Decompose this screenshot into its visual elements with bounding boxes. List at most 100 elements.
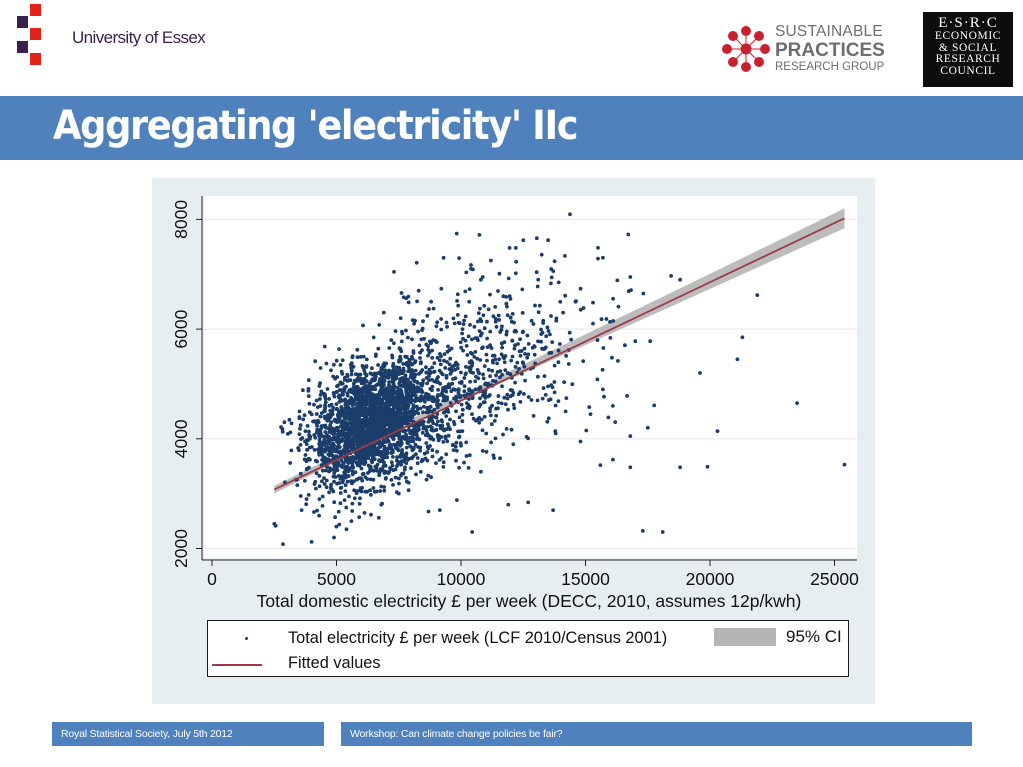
data-point — [399, 441, 404, 446]
data-point — [369, 512, 373, 517]
data-point — [390, 401, 395, 406]
title-bar: Aggregating 'electricity' IIc — [0, 96, 1023, 160]
data-point — [372, 434, 377, 439]
data-point — [324, 485, 329, 490]
data-point — [382, 488, 387, 493]
data-point — [456, 429, 460, 434]
data-point — [315, 508, 319, 513]
data-point — [558, 342, 562, 346]
data-point — [332, 418, 337, 423]
data-point — [397, 382, 402, 387]
data-point — [418, 448, 422, 453]
data-point — [324, 446, 329, 450]
data-point — [467, 365, 471, 370]
data-point — [540, 396, 545, 401]
data-point — [339, 405, 344, 409]
data-point — [464, 270, 469, 275]
data-point — [427, 409, 432, 413]
data-point — [588, 412, 593, 416]
x-tick-label: 10000 — [437, 569, 486, 589]
data-point — [628, 434, 633, 438]
data-point — [400, 329, 404, 334]
data-point — [383, 370, 388, 374]
data-point — [418, 406, 423, 411]
data-point — [481, 376, 486, 381]
data-point — [357, 515, 362, 519]
data-point — [414, 396, 418, 401]
data-point — [346, 469, 350, 474]
data-point — [549, 383, 554, 387]
data-point — [304, 497, 309, 501]
data-point — [329, 368, 333, 373]
data-point — [532, 352, 537, 357]
data-point — [367, 395, 372, 400]
legend-item-fitted: Fitted values — [208, 653, 848, 675]
data-point — [496, 400, 501, 405]
data-point — [520, 311, 525, 315]
data-point — [288, 430, 293, 435]
data-point — [337, 522, 342, 527]
data-point — [441, 465, 446, 469]
data-point — [340, 372, 345, 376]
data-point — [400, 396, 405, 401]
data-point — [441, 394, 446, 398]
data-point — [314, 430, 319, 435]
data-point — [359, 489, 364, 494]
data-point — [461, 336, 465, 341]
data-point — [591, 300, 595, 305]
data-point — [352, 431, 357, 435]
data-point — [361, 440, 366, 445]
data-point — [461, 322, 466, 326]
data-point — [426, 446, 431, 451]
data-point — [349, 369, 354, 373]
data-point — [393, 467, 398, 472]
data-point — [494, 373, 498, 378]
data-point — [361, 431, 365, 436]
data-point — [415, 461, 420, 466]
data-point — [403, 465, 407, 470]
data-point — [340, 408, 345, 413]
data-point — [426, 509, 431, 514]
data-point — [465, 353, 470, 357]
data-point — [364, 373, 369, 378]
data-point — [429, 299, 433, 304]
data-point — [596, 246, 600, 250]
data-point — [511, 442, 516, 447]
data-point — [345, 479, 350, 484]
data-point — [334, 358, 339, 363]
data-point — [404, 475, 408, 480]
data-point — [330, 487, 334, 492]
data-point — [545, 325, 550, 330]
data-point — [350, 501, 355, 506]
data-point — [520, 330, 525, 335]
data-point — [305, 447, 309, 452]
data-point — [373, 354, 378, 358]
data-point — [578, 439, 583, 444]
data-point — [399, 462, 403, 467]
data-point — [535, 284, 540, 289]
data-point — [454, 440, 459, 445]
data-point — [321, 434, 326, 439]
data-point — [386, 375, 391, 380]
data-point — [705, 464, 710, 469]
data-point — [430, 454, 435, 459]
data-point — [652, 403, 657, 408]
data-point — [388, 385, 393, 389]
data-point — [343, 483, 348, 488]
data-point — [375, 432, 380, 436]
data-point — [406, 335, 410, 340]
data-point — [354, 413, 359, 418]
data-point — [421, 426, 426, 431]
data-point — [493, 436, 498, 441]
data-point — [444, 384, 449, 389]
data-point — [698, 371, 702, 375]
data-point — [335, 384, 339, 389]
data-point — [518, 337, 522, 342]
data-point — [425, 381, 429, 386]
data-point — [520, 287, 525, 292]
data-point — [476, 311, 481, 315]
data-point — [508, 394, 513, 399]
data-point — [464, 365, 468, 369]
data-point — [298, 443, 303, 447]
logo-square — [17, 16, 28, 28]
